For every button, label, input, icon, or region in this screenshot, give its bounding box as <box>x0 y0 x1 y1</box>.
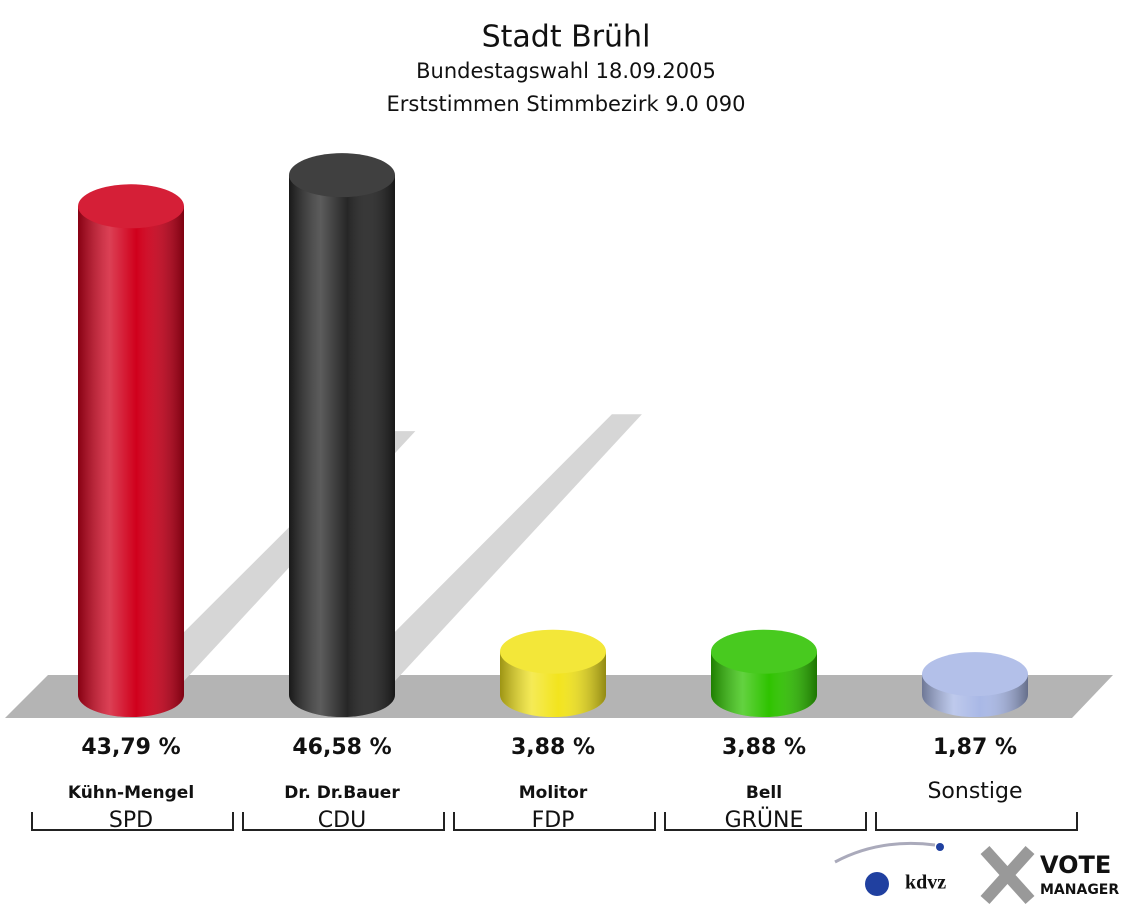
party-label: GRÜNE <box>725 807 804 833</box>
bar-top <box>711 629 817 674</box>
bar-top <box>289 153 395 198</box>
bar-top-light <box>922 652 1028 697</box>
logo-text: MANAGER <box>1040 882 1119 898</box>
value-label: 3,88 % <box>511 735 595 760</box>
value-label: 46,58 % <box>292 735 391 760</box>
logo-cross <box>980 845 1035 905</box>
candidate-label: Molitor <box>519 783 588 803</box>
candidate-label: Dr. Dr.Bauer <box>284 783 400 803</box>
bar-top <box>922 652 1028 697</box>
bar <box>289 153 395 717</box>
logo: kdvz VOTE MANAGER <box>834 841 1119 905</box>
logo-swoosh <box>834 841 936 864</box>
bar <box>922 652 1028 717</box>
logo-ball <box>936 843 944 851</box>
bar-top-light <box>500 629 606 674</box>
bar-body-shade <box>78 206 184 696</box>
group-bracket <box>664 812 867 831</box>
bar <box>78 184 184 717</box>
chart-subtitle: Erststimmen Stimmbezirk 9.0 090 <box>387 92 746 116</box>
bar-top-light <box>289 153 395 198</box>
value-label: 43,79 % <box>81 735 180 760</box>
bar-body-shade <box>289 175 395 695</box>
bars <box>78 153 1028 717</box>
logo-ball <box>865 872 889 896</box>
party-label: CDU <box>318 808 366 833</box>
bar <box>500 629 606 717</box>
bar-top <box>500 629 606 674</box>
bar-top-light <box>78 184 184 229</box>
chart-subtitle: Bundestagswahl 18.09.2005 <box>416 59 716 83</box>
logo-text: kdvz <box>905 872 946 894</box>
candidate-label: Kühn-Mengel <box>68 783 194 803</box>
bar <box>711 629 817 717</box>
candidate-label: Sonstige <box>927 779 1022 804</box>
group-bracket <box>453 812 656 831</box>
logo-text: VOTE <box>1040 851 1111 879</box>
group-bracket <box>875 812 1078 831</box>
bar-top-light <box>711 629 817 674</box>
value-label: 3,88 % <box>722 735 806 760</box>
value-label: 1,87 % <box>933 735 1017 760</box>
bar-shadow <box>332 414 642 695</box>
candidate-label: Bell <box>746 783 782 803</box>
group-bracket <box>242 812 445 831</box>
chart-title: Stadt Brühl <box>482 20 651 55</box>
party-label: SPD <box>109 808 153 833</box>
group-bracket <box>31 812 234 831</box>
bar-top <box>78 184 184 229</box>
party-label: FDP <box>532 808 575 833</box>
